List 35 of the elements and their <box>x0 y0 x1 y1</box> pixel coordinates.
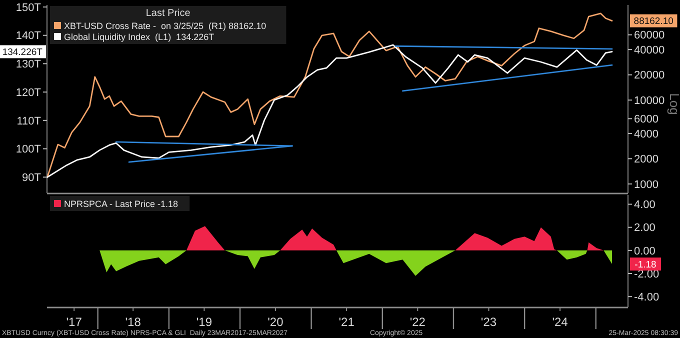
y2-tick-label: 4000 <box>634 128 658 140</box>
y-tick-label: 90T <box>22 172 42 184</box>
y2-tick-label: 40000 <box>634 44 665 56</box>
y2-tick-label: 6000 <box>634 114 658 126</box>
y2-tick-label: 2.00 <box>634 222 656 234</box>
y2-tick-label: 1000 <box>634 178 658 191</box>
legend-title: Last Price <box>146 8 191 19</box>
x-tick-label: '18 <box>125 315 142 329</box>
y-tick-label: 120T <box>16 86 42 99</box>
y-tick-label: 130T <box>16 58 42 71</box>
x-tick-label: '23 <box>480 315 497 329</box>
legend-label: Global Liquidity Index (L1) 134.226T <box>64 32 215 42</box>
y2-tick-label: 60000 <box>634 30 665 42</box>
y2-axis-title: Log <box>667 93 680 115</box>
y2-tick-label: 10000 <box>634 94 665 107</box>
legend-label: NPRSPCA - Last Price -1.18 <box>64 199 178 209</box>
y-tick-label: 140T <box>16 30 42 42</box>
x-tick-label: '24 <box>552 315 568 329</box>
y2-tick-label: 2000 <box>634 154 658 166</box>
x-tick-label: '22 <box>410 315 426 329</box>
x-tick-label: '21 <box>338 315 355 329</box>
y2-tick-label: -4.00 <box>634 291 660 304</box>
x-tick-label: '20 <box>268 315 284 329</box>
text: -1.18 <box>634 259 656 270</box>
y-tick-label: 110T <box>16 115 42 128</box>
y2-tick-label: 4.00 <box>634 199 656 212</box>
text: 134.226T <box>2 47 43 58</box>
x-tick-label: '19 <box>196 315 212 329</box>
y-tick-label: 150T <box>16 2 42 14</box>
y-tick-label: 100T <box>16 144 42 156</box>
y2-tick-label: 0.00 <box>634 245 656 258</box>
text: 88162.10 <box>634 16 674 28</box>
x-tick-label: '17 <box>66 315 82 329</box>
legend-label: XBT-USD Cross Rate - on 3/25/25 (R1) 88162.10 <box>64 21 266 31</box>
y2-tick-label: 20000 <box>634 70 665 82</box>
